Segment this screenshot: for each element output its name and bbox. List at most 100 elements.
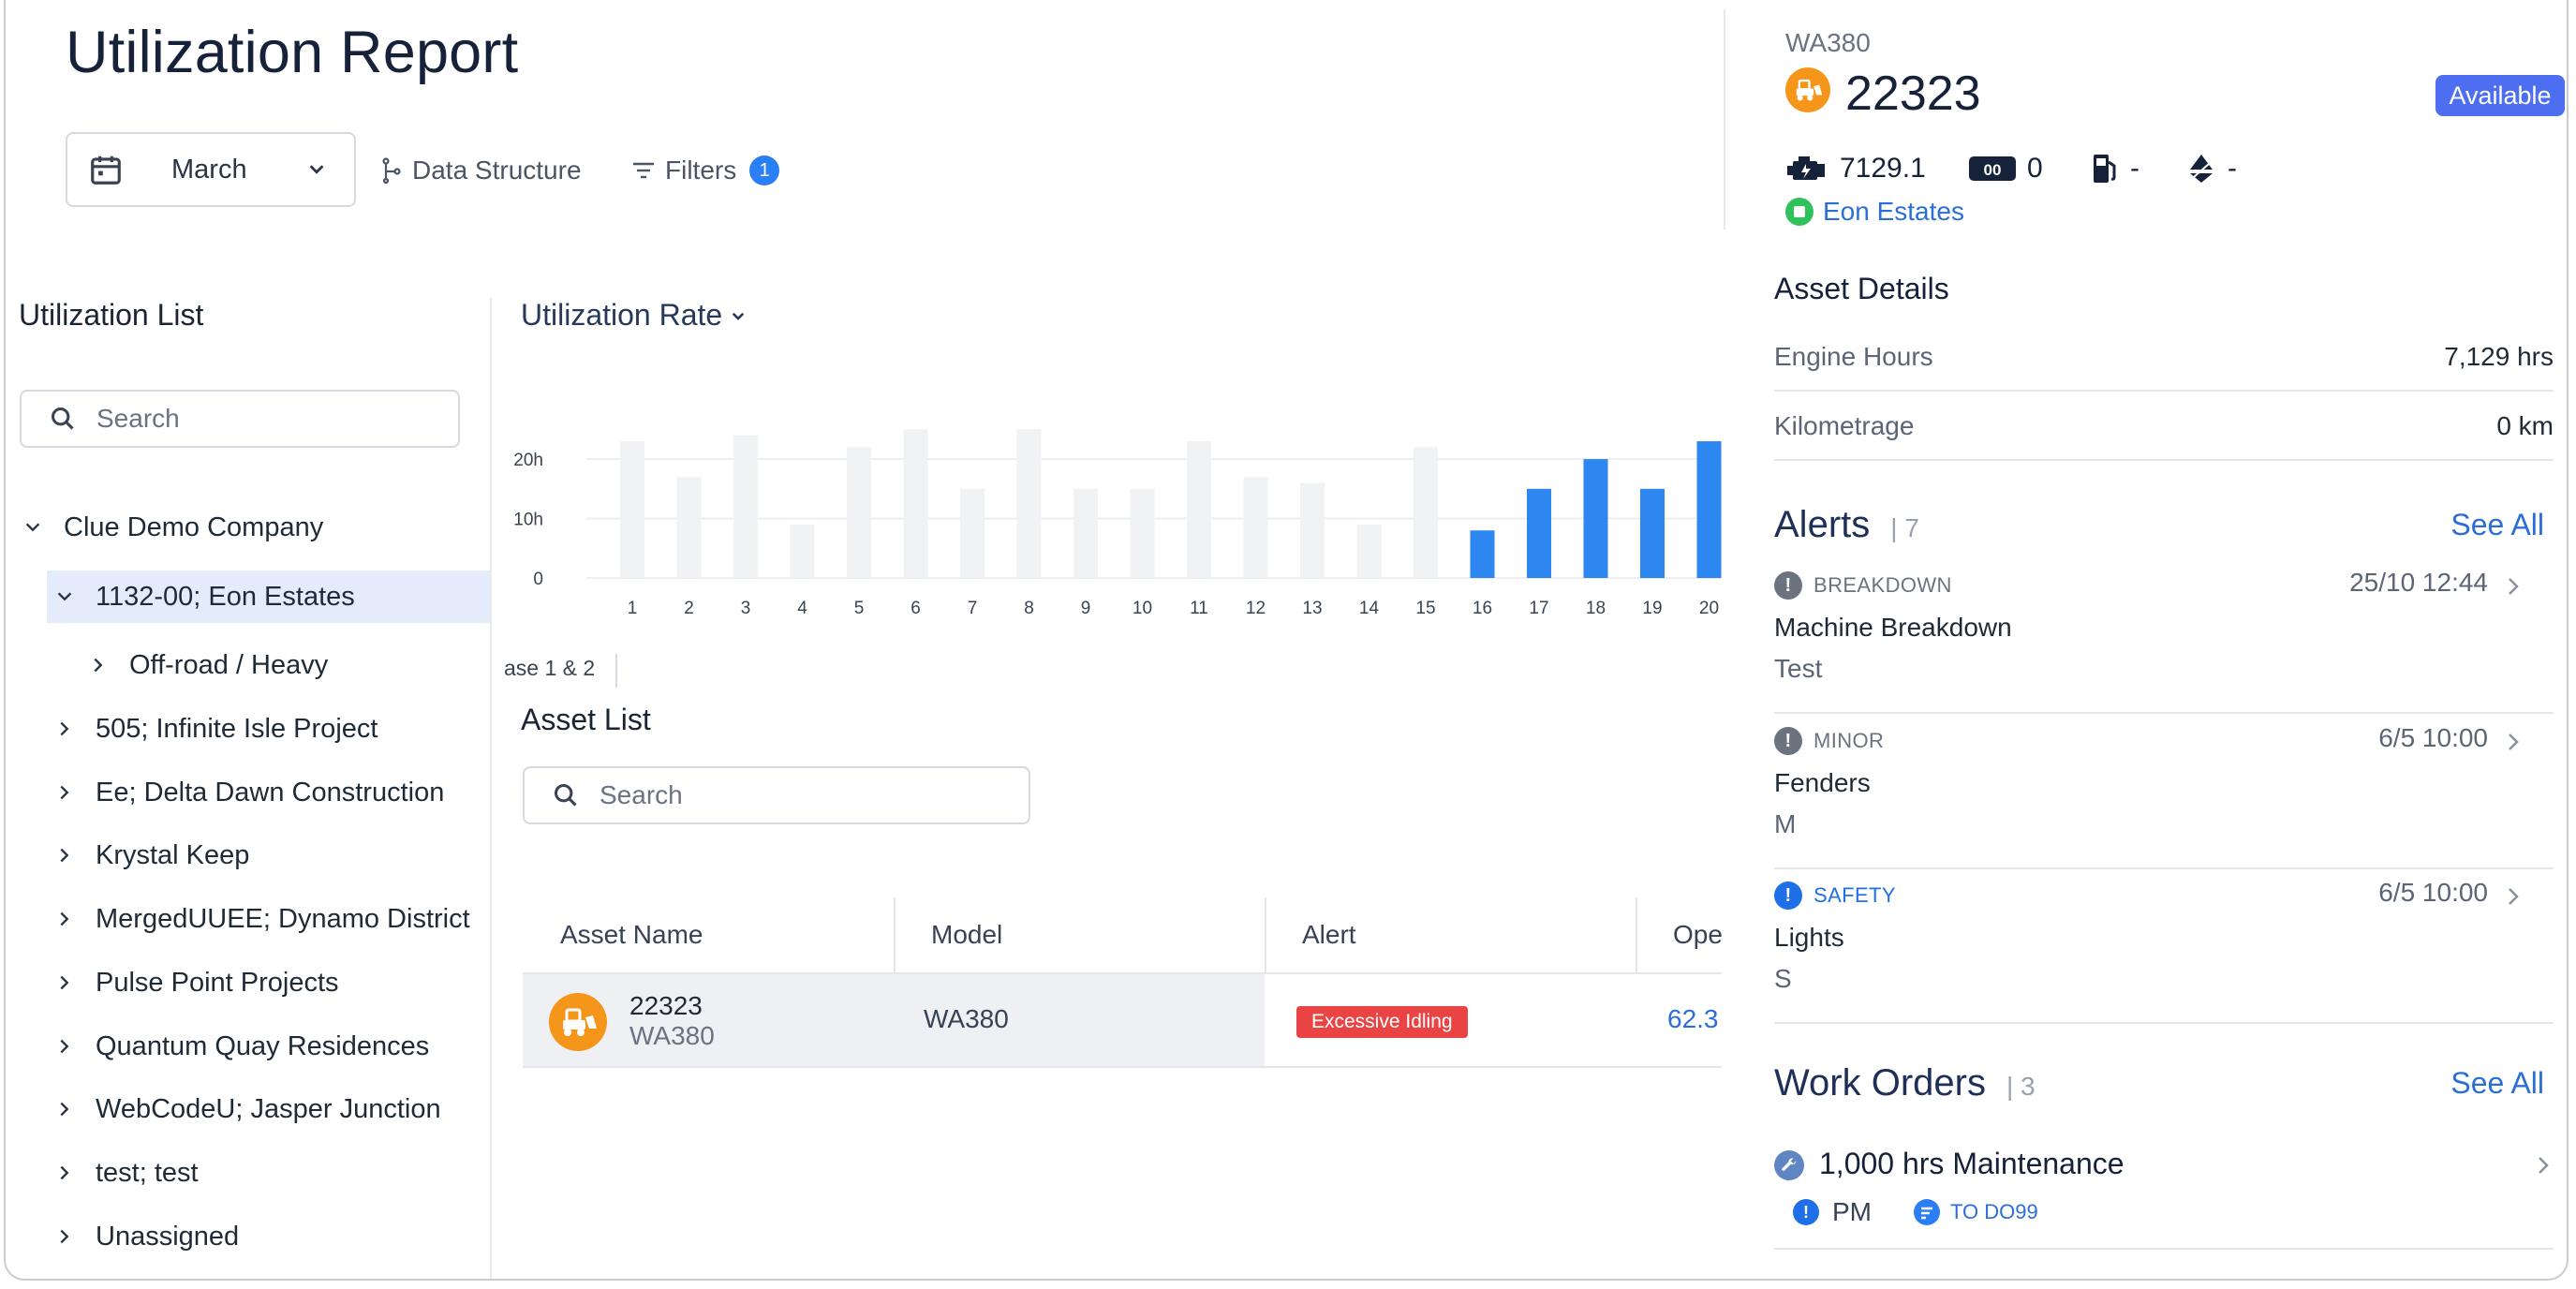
phase-tab[interactable]: ase 1 & 2 [504, 656, 596, 680]
asset-model: WA380 [1785, 28, 1871, 57]
x-tick-label: 6 [910, 599, 921, 618]
chart-bar[interactable] [1300, 482, 1325, 578]
chart-bar[interactable] [620, 441, 644, 578]
chevron-right-icon[interactable] [54, 972, 75, 993]
chevron-right-icon[interactable] [54, 1163, 75, 1183]
tree-item[interactable]: Ee; Delta Dawn Construction [54, 766, 444, 819]
data-structure-button[interactable]: Data Structure [380, 150, 582, 191]
chart-bar[interactable] [790, 524, 815, 578]
column-header-model[interactable]: Model [931, 920, 1003, 949]
chart-bar[interactable] [1414, 447, 1438, 578]
chevron-right-icon[interactable] [54, 1226, 75, 1247]
chevron-right-icon[interactable] [54, 1099, 75, 1119]
chart-bar[interactable] [1356, 524, 1382, 578]
utilization-search-input[interactable]: Search [20, 390, 460, 448]
column-header-asset-name[interactable]: Asset Name [560, 920, 703, 949]
header-divider [523, 972, 1722, 974]
chart-bar[interactable] [1073, 488, 1098, 578]
work-order-item[interactable]: 1,000 hrs Maintenance ! PM TO DO99 [1774, 1135, 2554, 1250]
filters-button[interactable]: Filters 1 [631, 150, 780, 191]
site-link[interactable]: Eon Estates [1785, 197, 1964, 227]
chevron-down-icon [733, 312, 745, 320]
x-tick-label: 19 [1642, 599, 1662, 618]
utilization-rate-title: Utilization Rate [521, 298, 723, 332]
column-header-alert[interactable]: Alert [1302, 920, 1356, 949]
tree-item[interactable]: 505; Infinite Isle Project [54, 703, 378, 755]
work-orders-see-all-link[interactable]: See All [2450, 1066, 2544, 1100]
chart-bar[interactable] [676, 477, 702, 578]
alert-level-icon: ! [1774, 882, 1802, 910]
alert-level: ! SAFETY [1774, 882, 1896, 910]
chart-bar[interactable] [1527, 488, 1551, 578]
chevron-right-icon[interactable] [54, 845, 75, 866]
alerts-count-value: 7 [1904, 513, 1919, 542]
x-tick-label: 18 [1586, 599, 1606, 618]
chart-bar[interactable] [1583, 459, 1608, 578]
tab-divider [615, 654, 617, 688]
month-select[interactable]: March [66, 132, 356, 207]
tree-item[interactable]: Off-road / Heavy [88, 639, 328, 691]
utilization-rate-dropdown[interactable]: Utilization Rate [521, 298, 747, 333]
tree-item[interactable]: MergedUUEE; Dynamo District [54, 893, 470, 945]
chevron-down-icon[interactable] [22, 517, 43, 538]
operating-cell[interactable]: 62.3 [1667, 1004, 1719, 1033]
calendar-icon [91, 156, 121, 185]
odometer-stat: 00 0 [1969, 150, 2043, 187]
alert-item[interactable]: ! BREAKDOWN 25/10 12:44 Machine Breakdown Te… [1774, 560, 2554, 714]
x-tick-label: 13 [1302, 599, 1322, 618]
alert-level-icon: ! [1774, 727, 1802, 755]
chart-bar[interactable] [1243, 477, 1268, 578]
chart-bar[interactable] [1470, 530, 1495, 578]
alert-item[interactable]: ! SAFETY 6/5 10:00 Lights S [1774, 870, 2554, 1024]
chart-bar[interactable] [960, 488, 985, 578]
y-tick-label: 20h [513, 451, 543, 470]
status-badge: Available [2435, 75, 2565, 116]
column-divider [1636, 897, 1637, 972]
alert-level-icon: ! [1774, 571, 1802, 600]
asset-search-input[interactable]: Search [523, 766, 1030, 824]
tree-item-label: Off-road / Heavy [129, 649, 329, 680]
asset-list-title: Asset List [521, 703, 651, 736]
chevron-right-icon[interactable] [54, 782, 75, 803]
alerts-see-all-link[interactable]: See All [2450, 508, 2544, 541]
detail-value: 0 km [2496, 411, 2554, 440]
fuel-stat: - [2091, 150, 2139, 187]
chart-bar[interactable] [903, 429, 928, 578]
chart-bar[interactable] [1016, 429, 1042, 578]
alert-time: 25/10 12:44 [2349, 568, 2488, 597]
chart-bar[interactable] [1640, 488, 1665, 578]
filters-label: Filters [665, 156, 737, 185]
tree-item-label: Quantum Quay Residences [96, 1030, 430, 1061]
chart-bar[interactable] [1696, 441, 1722, 578]
chevron-right-icon [2509, 578, 2519, 595]
asset-name[interactable]: 22323 [629, 991, 703, 1020]
chart-bar[interactable] [1187, 441, 1211, 578]
chart-bar[interactable] [847, 447, 871, 578]
site-icon [1785, 198, 1814, 226]
alert-description: S [1774, 964, 1792, 993]
column-header-operating[interactable]: Ope [1673, 920, 1722, 949]
tree-item[interactable]: Clue Demo Company [22, 501, 323, 554]
chevron-down-icon [309, 165, 324, 174]
work-order-status: TO DO99 [1950, 1200, 2038, 1223]
chart-bar[interactable] [733, 435, 758, 578]
chart-bar[interactable] [1130, 488, 1155, 578]
chevron-right-icon[interactable] [54, 719, 75, 739]
tree-item-label: WebCodeU; Jasper Junction [96, 1093, 441, 1124]
chevron-down-icon[interactable] [54, 586, 75, 607]
chevron-right-icon[interactable] [54, 1036, 75, 1057]
tree-item[interactable]: Unassigned [54, 1210, 239, 1263]
tree-item[interactable]: Krystal Keep [54, 829, 249, 882]
alert-item[interactable]: ! MINOR 6/5 10:00 Fenders M [1774, 716, 2554, 869]
table-row[interactable]: 22323 WA380 WA380 Excessive Idling 62.3 [523, 974, 1722, 1068]
chevron-right-icon[interactable] [88, 655, 109, 675]
search-placeholder: Search [96, 404, 180, 433]
tree-item[interactable]: 1132-00; Eon Estates [47, 570, 490, 623]
odometer-value: 0 [2027, 153, 2043, 184]
tree-item[interactable]: test; test [54, 1147, 199, 1199]
tree-item[interactable]: Pulse Point Projects [54, 956, 339, 1009]
tree-item[interactable]: WebCodeU; Jasper Junction [54, 1083, 441, 1135]
tree-item[interactable]: Quantum Quay Residences [54, 1020, 429, 1073]
chevron-right-icon[interactable] [54, 909, 75, 929]
